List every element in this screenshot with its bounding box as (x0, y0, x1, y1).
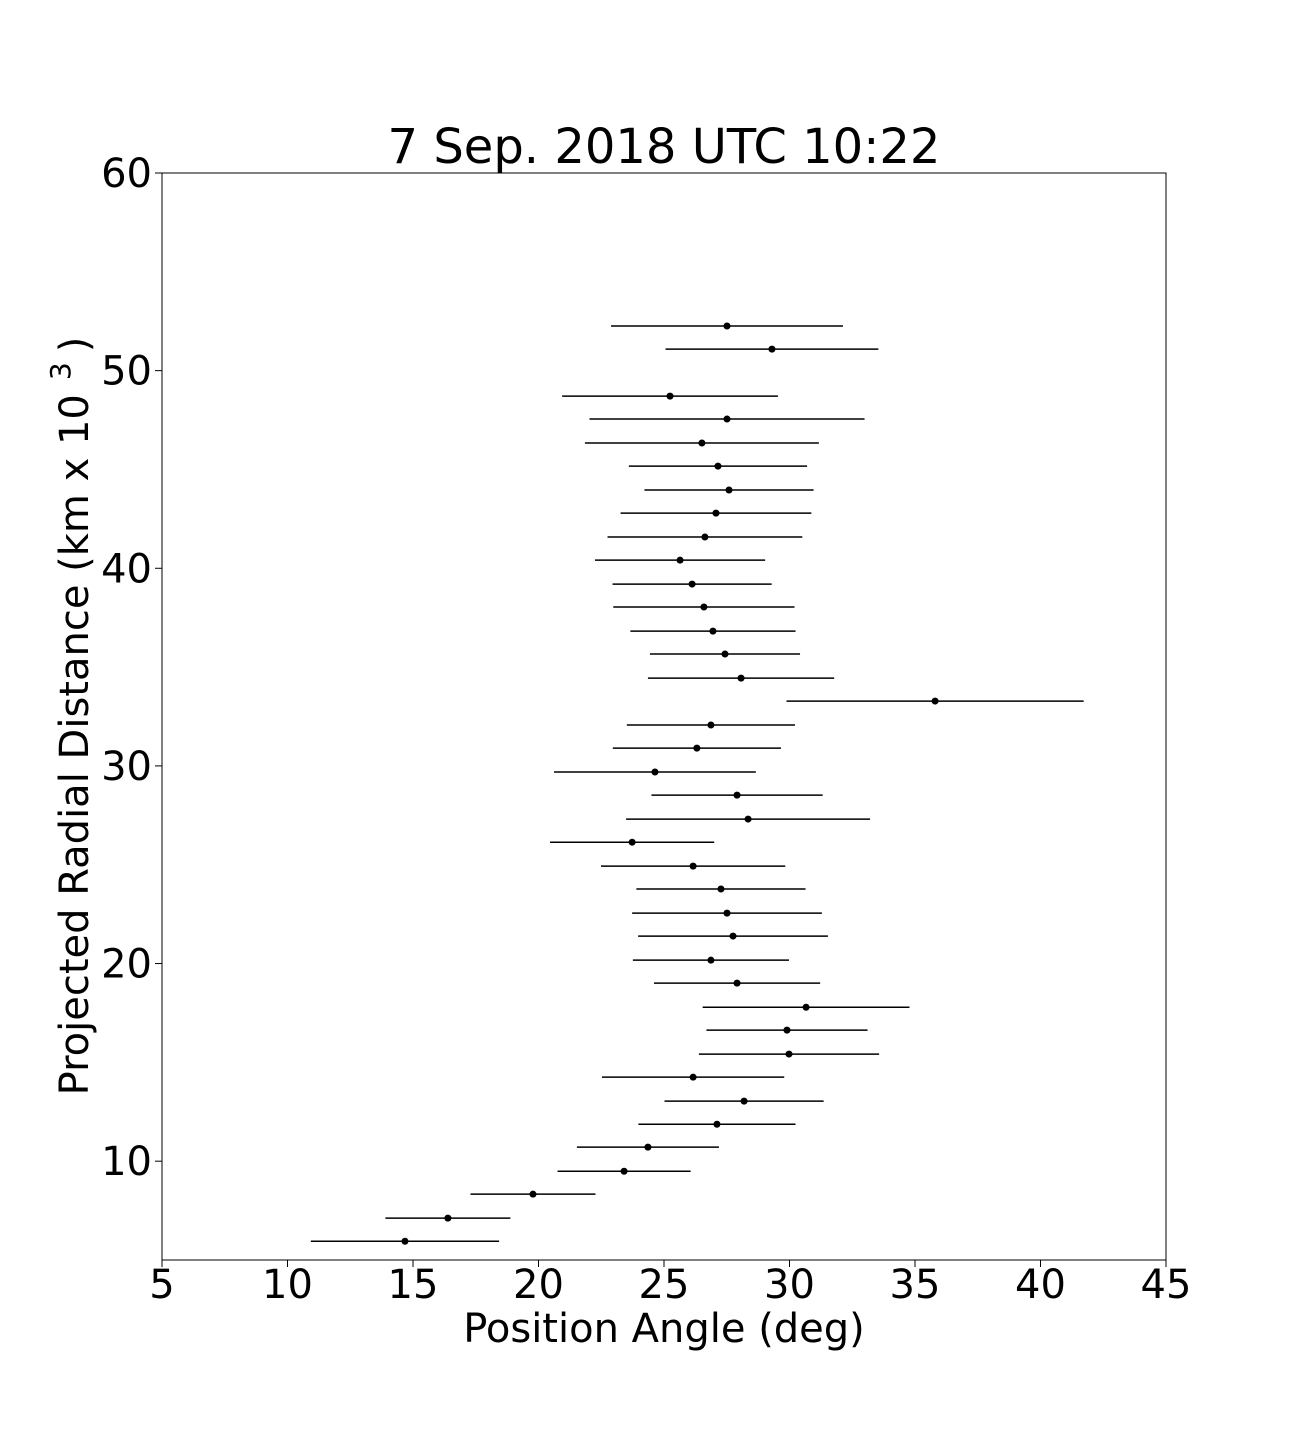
chart-title: 7 Sep. 2018 UTC 10:22 (388, 119, 941, 175)
x-tick-label: 25 (639, 1262, 690, 1308)
data-point (717, 885, 725, 893)
data-point (783, 1026, 791, 1034)
data-point (802, 1003, 810, 1011)
x-tick-label: 15 (388, 1262, 439, 1308)
y-tick-label: 60 (101, 151, 152, 197)
data-point (688, 580, 696, 588)
data-point (740, 1097, 748, 1105)
data-point (737, 674, 745, 682)
data-point (712, 509, 720, 517)
data-point (651, 768, 659, 776)
data-point (701, 533, 709, 541)
x-axis-label: Position Angle (deg) (463, 1306, 865, 1352)
y-tick-label: 50 (101, 349, 152, 395)
data-point (723, 322, 731, 330)
y-axis-label: Projected Radial Distance (km x 10 3) (44, 337, 98, 1096)
x-tick-label: 45 (1141, 1262, 1192, 1308)
data-point (709, 627, 717, 635)
data-point (721, 650, 729, 658)
data-point (666, 392, 674, 400)
data-point (729, 932, 737, 940)
data-point (707, 721, 715, 729)
data-point (707, 956, 715, 964)
data-point (733, 791, 741, 799)
y-axis-label-main: Projected Radial Distance (km x 10 (52, 394, 98, 1095)
data-point (713, 1120, 721, 1128)
y-tick-label: 10 (101, 1139, 152, 1185)
data-point (723, 909, 731, 917)
x-tick-label: 35 (890, 1262, 941, 1308)
y-axis-label-end: ) (52, 337, 98, 353)
data-point (620, 1167, 628, 1175)
data-point (401, 1237, 409, 1245)
data-point (931, 697, 939, 705)
x-tick-label: 40 (1015, 1262, 1066, 1308)
y-axis-label-sup: 3 (44, 362, 77, 380)
data-point (698, 439, 706, 447)
data-point (768, 345, 776, 353)
plot-frame (161, 172, 1167, 1261)
y-tick-label: 20 (101, 942, 152, 988)
x-tick-label: 30 (764, 1262, 815, 1308)
data-point (700, 603, 708, 611)
data-point (689, 862, 697, 870)
data-point (744, 815, 752, 823)
data-point (628, 838, 636, 846)
data-point (689, 1073, 697, 1081)
data-point (444, 1214, 452, 1222)
data-point (676, 556, 684, 564)
y-tick-label: 30 (101, 744, 152, 790)
x-tick-label: 10 (262, 1262, 313, 1308)
data-point (723, 415, 731, 423)
data-point (785, 1050, 793, 1058)
data-point (693, 744, 701, 752)
x-tick-label: 20 (513, 1262, 564, 1308)
data-point (644, 1143, 652, 1151)
x-tick-label: 5 (149, 1262, 174, 1308)
data-point (725, 486, 733, 494)
data-point (714, 462, 722, 470)
data-point (529, 1190, 537, 1198)
data-point (733, 979, 741, 987)
y-tick-label: 40 (101, 546, 152, 592)
